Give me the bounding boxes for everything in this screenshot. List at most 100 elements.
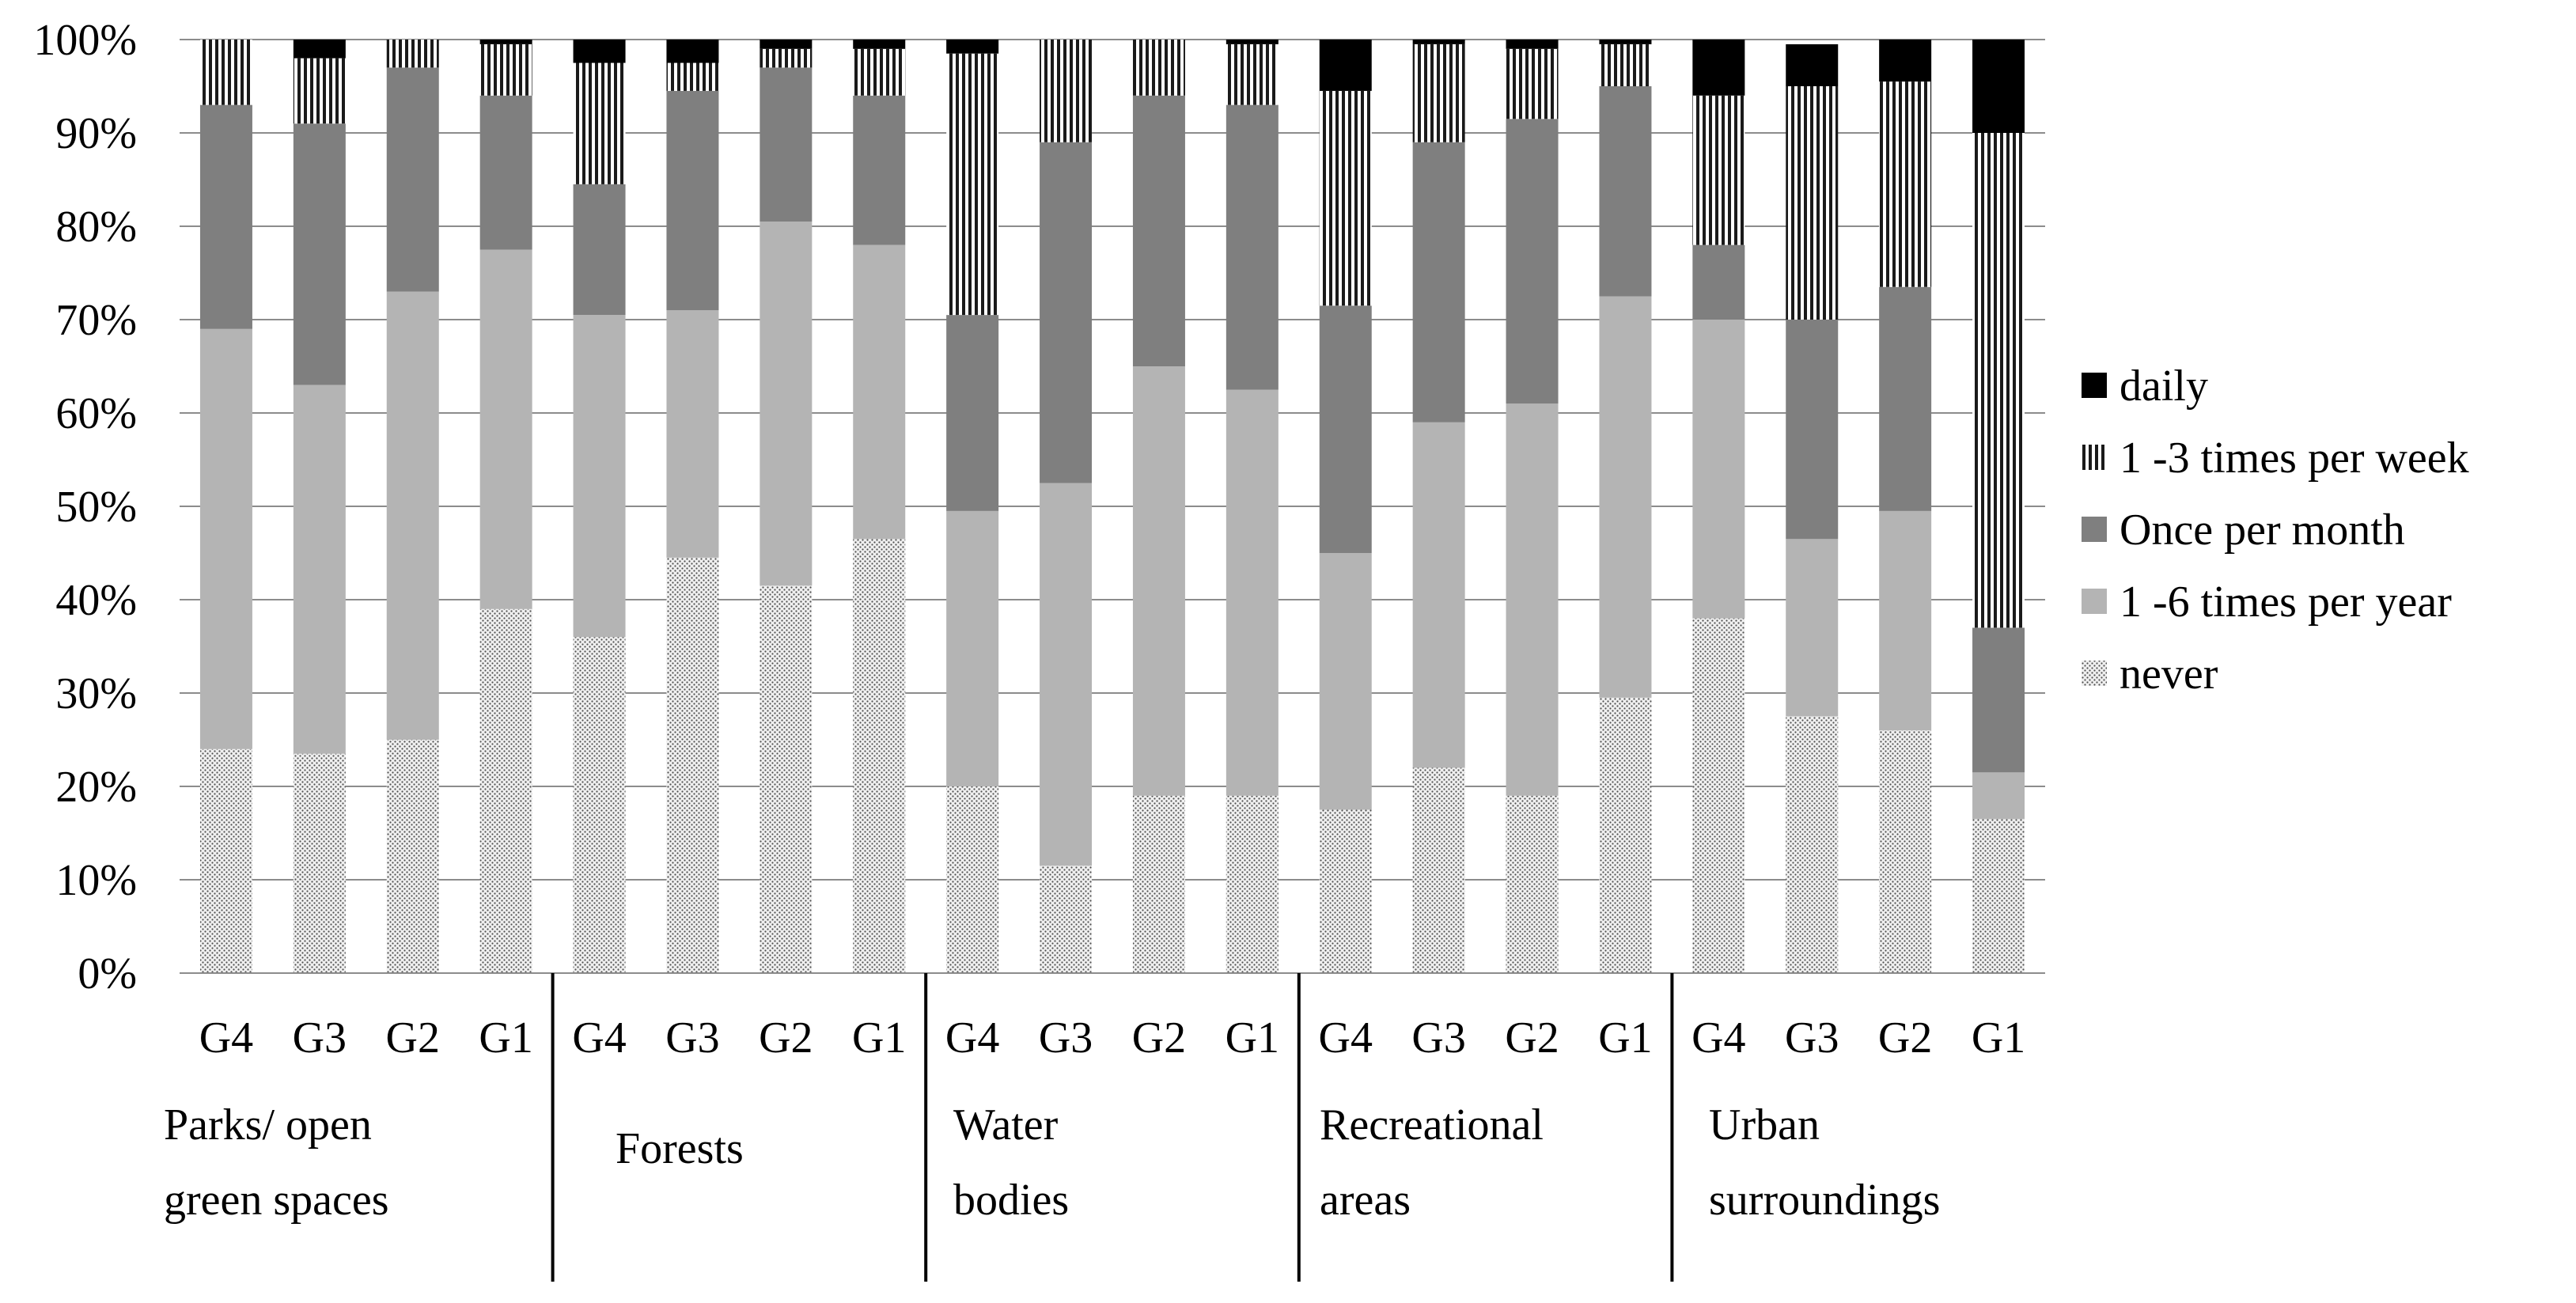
bars — [199, 40, 2025, 973]
bar-segment-once-per-month — [479, 95, 532, 250]
category-label: G2 — [1132, 1013, 1186, 1062]
y-tick-label: 80% — [55, 203, 137, 252]
bar-segment-1-3-times-per-week — [1319, 90, 1372, 306]
bar-segment-1-6-times-per-year — [1599, 296, 1652, 698]
bar-segment-daily — [1506, 40, 1559, 49]
bar-segment-daily — [1599, 40, 1652, 44]
bar-segment-daily — [1225, 40, 1279, 44]
group-label: Urban — [1709, 1100, 1820, 1150]
bar-segment-never — [293, 753, 346, 973]
bar-segment-daily — [760, 40, 813, 49]
bar-segment-1-6-times-per-year — [1506, 403, 1559, 796]
bar-segment-1-3-times-per-week — [1786, 86, 1839, 320]
bar-segment-1-6-times-per-year — [573, 315, 626, 638]
legend-swatch — [2082, 373, 2107, 398]
category-label: G2 — [1505, 1013, 1559, 1062]
legend-swatch — [2082, 517, 2107, 542]
bar-segment-1-6-times-per-year — [853, 244, 906, 540]
bar-segment-1-6-times-per-year — [760, 222, 813, 586]
bar-segment-never — [1786, 716, 1839, 973]
bar-segment-1-6-times-per-year — [1786, 539, 1839, 717]
category-label: G1 — [479, 1013, 532, 1062]
group-label: Parks/ open — [164, 1100, 372, 1150]
bar-segment-1-6-times-per-year — [1972, 772, 2025, 820]
bar-segment-1-6-times-per-year — [1225, 389, 1279, 796]
y-tick-label: 0% — [78, 949, 137, 998]
legend-label: Once per month — [2120, 506, 2405, 555]
bar-segment-daily — [1412, 40, 1465, 44]
category-label: G3 — [665, 1013, 719, 1062]
bar-segment-1-3-times-per-week — [946, 53, 999, 316]
category-label: G1 — [852, 1013, 906, 1062]
bar-segment-1-6-times-per-year — [1319, 553, 1372, 810]
bar-segment-daily — [293, 40, 346, 59]
bar-segment-1-6-times-per-year — [1692, 320, 1745, 619]
bar-segment-daily — [479, 40, 532, 44]
bar-segment-never — [1040, 866, 1093, 973]
bar-segment-daily — [946, 40, 999, 54]
bar-segment-never — [199, 748, 252, 973]
legend-swatch — [2082, 445, 2107, 470]
legend: daily 1 -3 times per week Once per month 1 … — [2082, 362, 2469, 699]
category-label: G2 — [759, 1013, 813, 1062]
bar-segment-never — [386, 740, 439, 973]
bar-segment-daily — [1319, 40, 1372, 91]
bar-segment-1-6-times-per-year — [1879, 510, 1932, 731]
bar-segment-1-6-times-per-year — [1412, 422, 1465, 768]
bar-segment-1-3-times-per-week — [293, 58, 346, 124]
category-label: G3 — [293, 1013, 347, 1062]
bar-segment-1-3-times-per-week — [1040, 40, 1093, 142]
category-label: G3 — [1411, 1013, 1465, 1062]
bar-segment-1-3-times-per-week — [1132, 40, 1185, 96]
bar-segment-1-6-times-per-year — [479, 249, 532, 609]
bar-segment-once-per-month — [1225, 104, 1279, 390]
bar-segment-daily — [1972, 40, 2025, 133]
category-label: G4 — [1691, 1013, 1745, 1062]
y-tick-label: 50% — [55, 483, 137, 532]
y-tick-label: 10% — [55, 856, 137, 905]
group-label: Forests — [616, 1124, 744, 1173]
x-axis-labels: G4 G3 G2 G1 G4 G3 G2 G1 G4 G3 G2 G1 G4 G3 G2 G1 G4 G3 G2 G1… — [164, 1013, 2025, 1225]
bar-segment-never — [1412, 767, 1465, 973]
bar-segment-1-6-times-per-year — [1132, 366, 1185, 796]
bar-segment-1-3-times-per-week — [1692, 95, 1745, 245]
bar-segment-never — [1506, 795, 1559, 973]
bar-segment-1-3-times-per-week — [1879, 81, 1932, 287]
bar-segment-once-per-month — [760, 67, 813, 222]
category-label: G2 — [1878, 1013, 1932, 1062]
group-label: Water — [953, 1100, 1059, 1150]
bar-segment-1-3-times-per-week — [760, 48, 813, 68]
legend-swatch — [2082, 589, 2107, 614]
group-label: bodies — [953, 1176, 1069, 1225]
bar-segment-never — [1319, 809, 1372, 973]
bar-segment-once-per-month — [1692, 244, 1745, 320]
legend-label: daily — [2120, 362, 2208, 411]
bar-segment-once-per-month — [293, 123, 346, 385]
bar-segment-never — [1225, 795, 1279, 973]
bar-segment-never — [1692, 618, 1745, 973]
bar-segment-daily — [573, 40, 626, 63]
bar-segment-1-3-times-per-week — [853, 48, 906, 96]
bar-segment-daily — [853, 40, 906, 49]
bar-segment-never — [760, 585, 813, 973]
bar-segment-never — [479, 608, 532, 973]
category-label: G1 — [1972, 1013, 2025, 1062]
category-label: G4 — [572, 1013, 626, 1062]
bar-segment-once-per-month — [1040, 142, 1093, 483]
bar-segment-never — [1972, 819, 2025, 973]
bar-segment-1-3-times-per-week — [199, 40, 252, 105]
bar-segment-1-3-times-per-week — [573, 62, 626, 184]
bar-segment-never — [573, 637, 626, 973]
category-label: G4 — [199, 1013, 253, 1062]
category-label: G1 — [1598, 1013, 1652, 1062]
bar-segment-once-per-month — [1786, 320, 1839, 540]
bar-segment-once-per-month — [1972, 627, 2025, 773]
bar-segment-once-per-month — [1319, 305, 1372, 553]
gridlines — [180, 39, 2045, 974]
bar-segment-once-per-month — [666, 90, 719, 311]
bar-segment-daily — [1786, 44, 1839, 86]
category-label: G1 — [1225, 1013, 1279, 1062]
y-tick-label: 100% — [33, 16, 137, 65]
bar-segment-once-per-month — [1506, 119, 1559, 404]
bar-segment-once-per-month — [1412, 142, 1465, 422]
